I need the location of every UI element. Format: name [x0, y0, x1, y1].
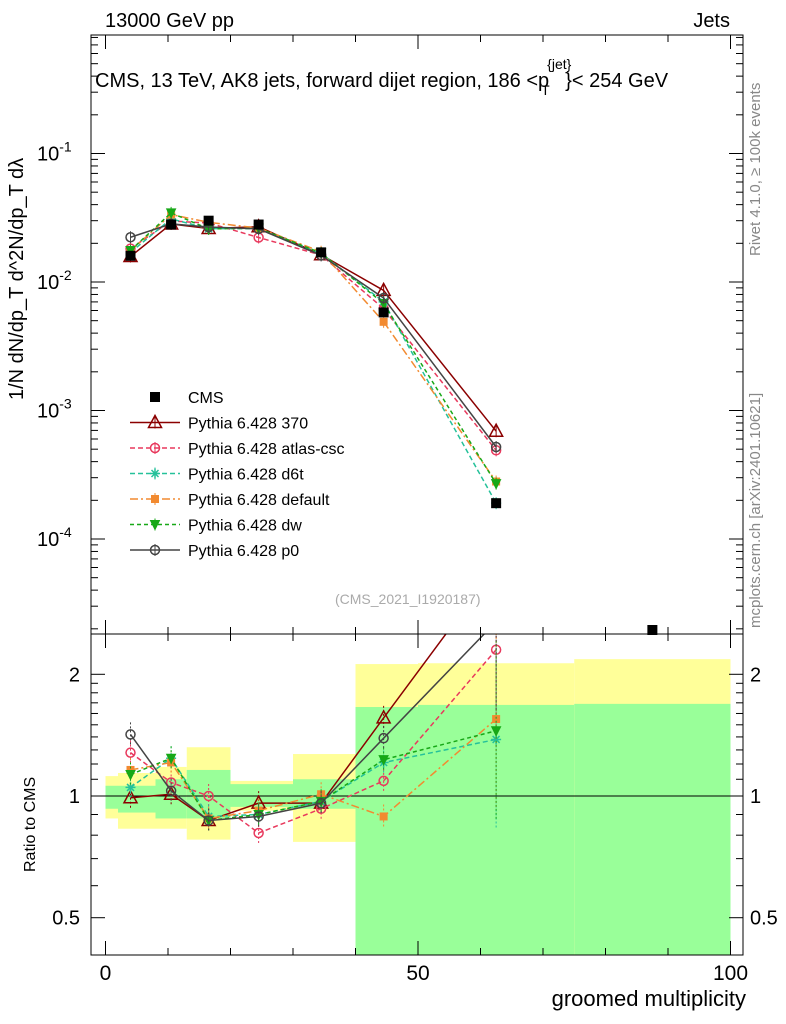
- legend-marker: [147, 413, 163, 429]
- y-axis-label: 1/N dN/dp_T d^2N/dp_T dλ: [6, 157, 28, 400]
- ratio-marker: [125, 747, 136, 758]
- watermark: (CMS_2021_I1920187): [335, 591, 481, 607]
- series-line: [130, 220, 497, 451]
- cms-marker: [125, 250, 136, 261]
- ratio-marker: [253, 827, 264, 839]
- ratio-marker: [378, 775, 389, 787]
- series-marker: [379, 317, 388, 326]
- ratio-marker: [253, 811, 264, 822]
- series-marker: [165, 208, 177, 220]
- y-tick-label: 10-2: [37, 267, 72, 294]
- cms-marker: [647, 625, 658, 635]
- ratio-marker: [165, 753, 177, 765]
- ratio-tick-label: 1: [69, 786, 80, 808]
- series-line: [130, 223, 497, 432]
- ratio-tick-label: 0.5: [52, 908, 80, 930]
- legend-marker: [149, 442, 161, 454]
- ratio-marker: [315, 797, 327, 809]
- ratio-panel: [91, 559, 743, 955]
- header-left: 13000 GeV pp: [105, 10, 234, 32]
- cms-marker: [491, 498, 502, 509]
- band-inner: [118, 785, 156, 813]
- series-marker: [490, 441, 502, 453]
- ratio-marker: [491, 734, 502, 745]
- band-inner: [105, 785, 118, 809]
- legend-label: Pythia 6.428 d6t: [188, 467, 304, 484]
- series-marker: [125, 231, 136, 243]
- ratio-tick-label: 0.5: [750, 908, 778, 930]
- ratio-marker: [379, 812, 388, 821]
- mcplots-label: mcplots.cern.ch [arXiv:2401.10621]: [747, 392, 764, 628]
- ratio-marker: [125, 782, 136, 793]
- x-axis-label: groomed multiplicity: [551, 986, 746, 1011]
- band-inner: [574, 703, 731, 955]
- ratio-tick-label: 1: [750, 786, 761, 808]
- ratio-marker: [375, 709, 392, 724]
- ratio-marker: [126, 765, 135, 774]
- legend-marker: [151, 495, 159, 503]
- ratio-marker: [125, 770, 136, 781]
- cms-marker: [166, 219, 177, 230]
- ratio-tick-label: 2: [750, 664, 761, 686]
- series-marker: [488, 422, 504, 437]
- legend-label: Pythia 6.428 dw: [188, 518, 302, 535]
- ratio-marker: [122, 789, 139, 804]
- ratio-tick-label: 2: [69, 664, 80, 686]
- legend-label: Pythia 6.428 atlas-csc: [188, 441, 345, 458]
- legend-marker: [149, 544, 161, 556]
- ratio-marker: [378, 755, 389, 766]
- chart-title: CMS, 13 TeV, AK8 jets, forward dijet reg…: [95, 56, 669, 98]
- legend-label: CMS: [188, 390, 224, 407]
- main-panel: [122, 206, 504, 510]
- y-tick-label: 10-3: [37, 396, 72, 423]
- ratio-axis-label: Ratio to CMS: [22, 776, 39, 872]
- cms-marker: [253, 219, 264, 230]
- legend-label: Pythia 6.428 370: [188, 416, 308, 433]
- x-tick-label: 100: [713, 962, 748, 985]
- ratio-marker: [203, 790, 214, 802]
- header-right: Jets: [693, 10, 730, 32]
- ratio-marker: [490, 559, 503, 571]
- x-tick-label: 0: [100, 962, 112, 985]
- ratio-marker: [165, 785, 177, 797]
- series-marker: [490, 479, 502, 490]
- ratio-marker: [490, 726, 502, 737]
- legend-marker: [150, 468, 160, 479]
- ratio-marker: [492, 617, 501, 626]
- band-inner: [355, 707, 418, 955]
- cms-marker: [203, 215, 214, 226]
- cms-marker: [378, 307, 389, 318]
- ratio-marker: [378, 732, 389, 744]
- series-marker: [378, 292, 389, 304]
- legend-marker: [149, 520, 161, 531]
- series-line: [130, 223, 497, 448]
- ratio-marker: [203, 815, 214, 826]
- y-tick-label: 10-4: [37, 524, 72, 551]
- ratio-frame: [90, 633, 744, 956]
- ratio-marker: [125, 729, 136, 740]
- x-tick-label: 50: [406, 962, 429, 985]
- legend-label: Pythia 6.428 p0: [188, 543, 299, 560]
- ratio-marker: [492, 715, 501, 724]
- cms-marker: [316, 247, 327, 258]
- rivet-version-label: Rivet 4.1.0, ≥ 100k events: [747, 82, 764, 256]
- series-line: [130, 218, 497, 504]
- y-tick-label: 10-1: [37, 139, 72, 166]
- band-inner: [230, 784, 293, 807]
- legend-label: Pythia 6.428 default: [188, 492, 330, 509]
- legend-marker: [150, 392, 160, 402]
